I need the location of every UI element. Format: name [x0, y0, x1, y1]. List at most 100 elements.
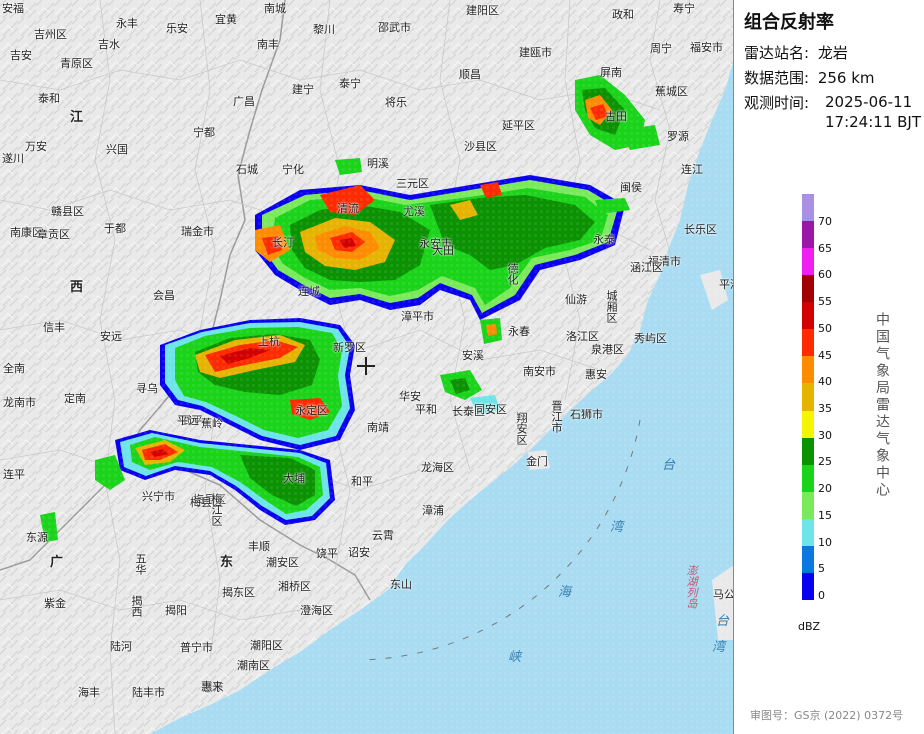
place-label: 永春 [508, 325, 530, 338]
place-label: 梅县区 [193, 493, 226, 506]
place-label: 平和 [415, 403, 437, 416]
place-label: 安溪 [462, 349, 484, 362]
place-label: 漳平市 [401, 310, 434, 323]
place-label: 和平 [351, 475, 373, 488]
place-label: 福清市 [648, 255, 681, 268]
legend-label: 30 [818, 428, 832, 442]
place-label: 五华 [134, 553, 147, 575]
place-label: 揭东区 [222, 586, 255, 599]
place-label: 连江 [681, 163, 703, 176]
time-label: 观测时间: [744, 94, 810, 112]
place-label: 梅县区 [190, 496, 223, 509]
place-label: 连平 [3, 468, 25, 481]
place-label: 饶平 [316, 547, 338, 560]
place-label: 大埔 [283, 472, 305, 485]
place-label: 新罗区 [333, 341, 366, 354]
place-label: 东山 [390, 578, 412, 591]
place-label: 海丰 [78, 686, 100, 699]
place-label: 明溪 [367, 157, 389, 170]
place-label: 潮安区 [266, 556, 299, 569]
place-label: 蕉岭 [201, 417, 223, 430]
legend-swatch [802, 383, 814, 412]
place-label: 万安 [25, 140, 47, 153]
place-label: 惠东 [202, 681, 224, 694]
place-label: 潮阳区 [250, 639, 283, 652]
place-label: 赣县区 [51, 205, 84, 218]
place-label: 德化 [506, 263, 519, 285]
station-value: 龙岩 [817, 44, 848, 62]
place-label: 平潭 [719, 278, 733, 291]
time-row: 观测时间: [744, 92, 809, 113]
place-label: 翔安区 [515, 412, 528, 445]
place-label: 长乐区 [684, 223, 717, 236]
place-label: 泉港区 [591, 343, 624, 356]
place-label: 沙县区 [464, 140, 497, 153]
legend-label: 15 [818, 508, 832, 522]
legend-swatch [802, 356, 814, 384]
organization-label: 中国气象局雷达气象中心 [874, 312, 890, 499]
color-legend [802, 194, 814, 601]
legend-swatch [802, 545, 814, 574]
place-label: 大田 [432, 244, 454, 257]
legend-label: 35 [818, 402, 832, 415]
time-value-date: 2025-06-11 [825, 93, 913, 111]
place-label: 南安市 [523, 365, 556, 378]
place-label: 青原区 [60, 57, 93, 70]
sea-label: 峡 [508, 650, 522, 665]
place-label: 上杭 [258, 335, 280, 348]
place-label: 广昌 [233, 95, 255, 108]
place-label: 梅江区 [210, 493, 223, 526]
place-label: 仙游 [565, 293, 587, 306]
place-label: 城厢区 [605, 290, 618, 323]
legend-swatch [802, 329, 814, 357]
place-label: 遂川 [2, 152, 24, 165]
place-label: 屏南 [600, 66, 622, 79]
legend-swatch [802, 572, 814, 601]
place-label: 乐安 [166, 22, 188, 35]
place-label: 潮南区 [237, 659, 270, 672]
place-label: 兴宁市 [142, 490, 175, 503]
legend-swatch [802, 248, 814, 276]
place-label: 建宁 [292, 83, 314, 96]
place-label: 湘桥区 [278, 580, 311, 593]
place-label: 政和 [612, 8, 634, 21]
legend-label: 20 [818, 482, 832, 496]
sea-label: 澎湖列岛 [685, 565, 698, 609]
place-label: 南城 [264, 2, 286, 15]
place-label: 清流 [337, 202, 359, 215]
legend-unit: dBZ [798, 620, 821, 633]
place-label: 宜黄 [215, 13, 237, 26]
place-label: 连城 [298, 285, 320, 298]
legend-swatch [802, 302, 814, 330]
place-label: 紫金 [44, 597, 66, 610]
place-label: 龙海区 [421, 461, 454, 474]
place-label: 长泰区 [452, 405, 485, 418]
place-label: 晋江市 [550, 400, 563, 433]
legend-label: 70 [818, 215, 832, 228]
province-label: 江 [70, 110, 84, 125]
legend-swatch [802, 518, 814, 547]
place-label: 延平区 [502, 119, 535, 132]
legend-swatch [802, 464, 814, 493]
legend-swatch [802, 410, 814, 439]
place-label: 福安市 [690, 41, 723, 54]
time-value: 2025-06-11 17:24:11 BJT [825, 92, 921, 132]
radar-map[interactable]: 安福 吉州区 永丰 宜黄 南城 建阳区 政和 寿宁 吉安 青原区 吉水 乐安 南丰 黎川 邵武市 建瓯市 周宁福… [0, 0, 734, 734]
place-label: 吉水 [98, 38, 120, 51]
legend-swatch [802, 194, 814, 222]
place-label: 同安区 [474, 403, 507, 416]
place-label: 惠来 [201, 680, 223, 693]
place-label: 建瓯市 [519, 46, 552, 59]
place-label: 黎川 [313, 23, 335, 36]
place-label: 揭阳 [165, 604, 187, 617]
province-label: 东 [220, 555, 234, 570]
place-label: 吉安 [10, 49, 32, 62]
place-label: 将乐 [385, 96, 407, 109]
time-value-clock: 17:24:11 BJT [825, 113, 922, 131]
sea-label: 湾 [610, 520, 624, 535]
place-label: 石狮市 [570, 408, 603, 421]
place-label: 金门 [526, 455, 548, 468]
legend-label: 10 [818, 535, 832, 549]
place-label: 华安 [399, 390, 421, 403]
place-label: 寿宁 [673, 2, 695, 15]
